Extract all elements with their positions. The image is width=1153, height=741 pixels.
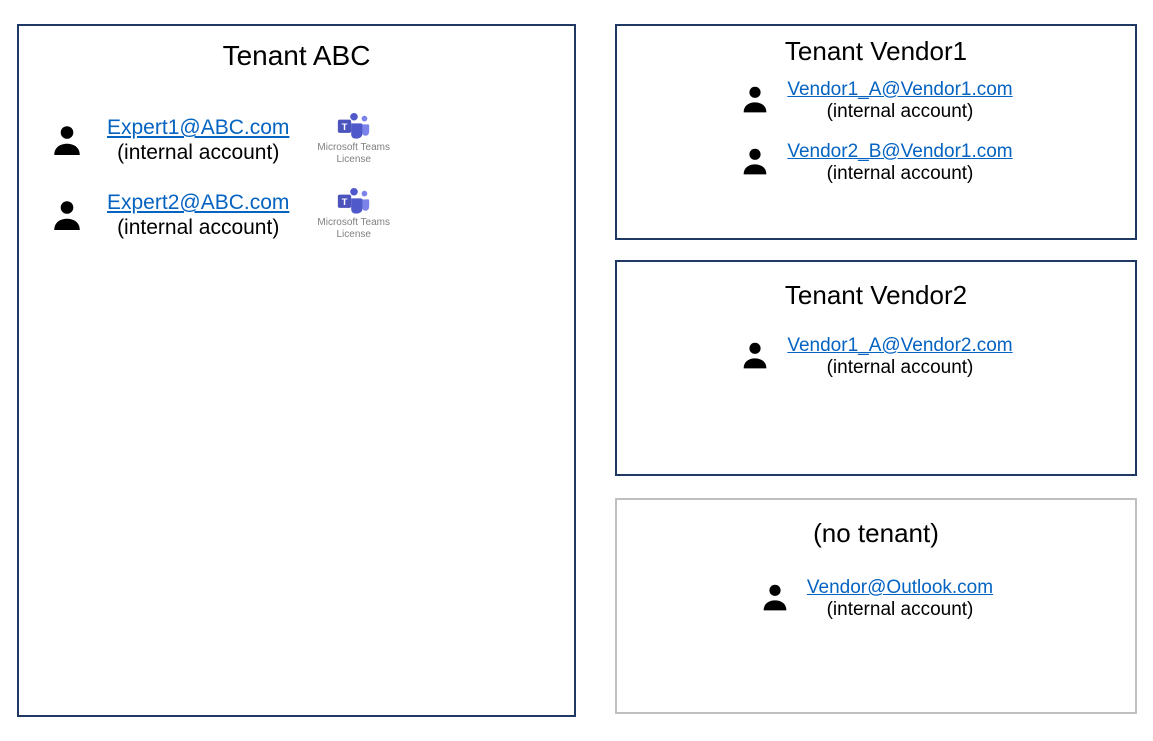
no-tenant-box: (no tenant) Vendor@Outlook.com (internal… [615, 498, 1137, 714]
user-email-link[interactable]: Expert1@ABC.com [107, 116, 289, 140]
user-row: Expert2@ABC.com (internal account) T Mic… [49, 191, 574, 240]
teams-icon: T [335, 187, 373, 215]
user-row: Vendor1_A@Vendor2.com (internal account) [617, 335, 1135, 379]
user-subtitle: (internal account) [117, 141, 279, 165]
tenant-vendor1-title: Tenant Vendor1 [617, 36, 1135, 67]
user-subtitle: (internal account) [827, 163, 974, 185]
user-email-link[interactable]: Vendor1_A@Vendor2.com [787, 335, 1012, 357]
person-icon [739, 339, 771, 371]
tenant-abc-box: Tenant ABC Expert1@ABC.com (internal acc… [17, 24, 576, 717]
user-email-link[interactable]: Expert2@ABC.com [107, 191, 289, 215]
svg-text:T: T [341, 197, 347, 208]
user-row: Expert1@ABC.com (internal account) T Mic… [49, 116, 574, 165]
user-info: Vendor2_B@Vendor1.com (internal account) [787, 141, 1012, 185]
user-row: Vendor1_A@Vendor1.com (internal account) [617, 79, 1135, 123]
teams-label-line1: Microsoft Teams [317, 142, 390, 153]
no-tenant-title: (no tenant) [617, 518, 1135, 549]
teams-label: Microsoft Teams License [317, 217, 390, 240]
user-email-link[interactable]: Vendor@Outlook.com [807, 577, 993, 599]
teams-icon: T [335, 112, 373, 140]
user-row: Vendor@Outlook.com (internal account) [617, 577, 1135, 621]
person-icon [739, 83, 771, 115]
user-subtitle: (internal account) [117, 216, 279, 240]
user-row: Vendor2_B@Vendor1.com (internal account) [617, 141, 1135, 185]
user-subtitle: (internal account) [827, 599, 974, 621]
user-info: Vendor1_A@Vendor2.com (internal account) [787, 335, 1012, 379]
user-email-link[interactable]: Vendor2_B@Vendor1.com [787, 141, 1012, 163]
person-icon [759, 581, 791, 613]
user-subtitle: (internal account) [827, 357, 974, 379]
teams-label-line2: License [336, 229, 370, 240]
teams-label: Microsoft Teams License [317, 142, 390, 165]
svg-text:T: T [341, 122, 347, 133]
tenant-abc-title: Tenant ABC [19, 40, 574, 72]
user-info: Expert1@ABC.com (internal account) [107, 116, 289, 165]
person-icon [739, 145, 771, 177]
teams-label-line2: License [336, 154, 370, 165]
teams-license-badge: T Microsoft Teams License [317, 187, 390, 240]
user-info: Vendor1_A@Vendor1.com (internal account) [787, 79, 1012, 123]
tenant-vendor2-title: Tenant Vendor2 [617, 280, 1135, 311]
teams-label-line1: Microsoft Teams [317, 217, 390, 228]
tenant-vendor1-box: Tenant Vendor1 Vendor1_A@Vendor1.com (in… [615, 24, 1137, 240]
user-email-link[interactable]: Vendor1_A@Vendor1.com [787, 79, 1012, 101]
teams-license-badge: T Microsoft Teams License [317, 112, 390, 165]
person-icon [49, 122, 85, 158]
user-subtitle: (internal account) [827, 101, 974, 123]
person-icon [49, 197, 85, 233]
user-info: Expert2@ABC.com (internal account) [107, 191, 289, 240]
user-info: Vendor@Outlook.com (internal account) [807, 577, 993, 621]
tenant-vendor2-box: Tenant Vendor2 Vendor1_A@Vendor2.com (in… [615, 260, 1137, 476]
